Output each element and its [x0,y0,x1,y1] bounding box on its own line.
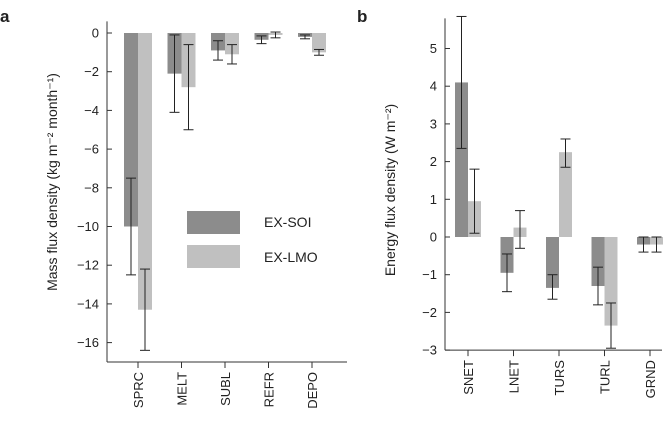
y-tick-label: −1 [422,267,437,282]
legend-swatch-ex-soi [187,211,240,234]
legend-swatch-ex-lmo [187,245,240,268]
y-tick-label: −14 [77,296,99,311]
category-label-lnet: LNET [507,360,522,393]
y-axis-label-b: Energy flux density (W m⁻²) [382,104,398,276]
panel-label-b: b [357,7,367,26]
y-tick-label: −16 [77,335,99,350]
bar-ex-lmo-depo [312,33,326,53]
category-label-turl: TURL [598,360,613,394]
category-label-depo: DEPO [305,372,320,409]
y-axis-label-a: Mass flux density (kg m⁻² month⁻¹) [44,73,60,291]
y-tick-label: 1 [430,192,437,207]
y-tick-label: 0 [92,26,99,41]
legend-label-ex-lmo: EX-LMO [264,249,318,265]
bar-ex-soi-snet [455,82,468,238]
category-label-melt: MELT [175,372,190,406]
category-label-turs: TURS [552,360,567,396]
y-tick-label: −6 [84,142,99,157]
y-tick-label: −3 [422,343,437,358]
category-label-snet: SNET [461,360,476,395]
y-tick-label: −12 [77,258,99,273]
category-label-subl: SUBL [218,372,233,406]
bar-ex-lmo-sprc [138,33,152,310]
y-tick-label: −4 [84,103,99,118]
plot-b: 5 4 3 2 1 0 −1 −2 −3 SNET LNET TURS TURL GRND [422,15,663,398]
y-tick-label: 3 [430,116,437,131]
bar-ex-lmo-subl [225,33,239,55]
category-label-sprc: SPRC [131,372,146,408]
y-tick-label: −2 [422,305,437,320]
bar-ex-soi-turl [591,237,605,287]
bar-ex-lmo-turs [559,152,572,237]
y-tick-label: 4 [430,79,437,94]
y-tick-label: −10 [77,219,99,234]
y-tick-label: −8 [84,180,99,195]
y-tick-label: 0 [430,230,437,245]
category-label-refr: REFR [262,372,277,407]
y-tick-label: −2 [84,64,99,79]
legend-label-ex-soi: EX-SOI [264,214,311,230]
panel-label-a: a [0,7,10,26]
category-label-grnd: GRND [643,360,658,398]
y-tick-label: 2 [430,154,437,169]
plot-a: 0 −2 −4 −6 −8 −10 −12 −14 −16 SPRC MELT SUBL REFR DEP… [77,21,347,409]
y-tick-label: 5 [430,41,437,56]
